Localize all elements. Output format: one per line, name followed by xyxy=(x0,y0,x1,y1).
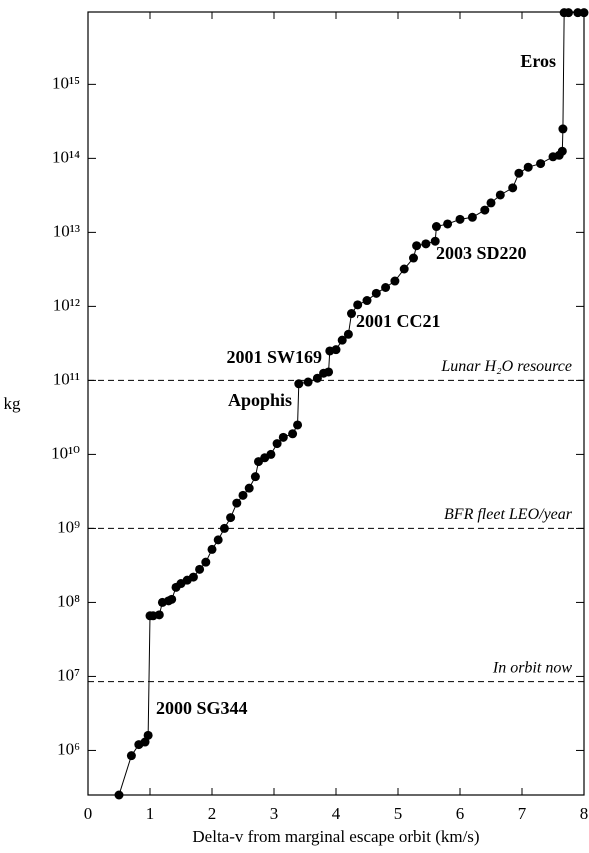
y-tick-label: 10¹² xyxy=(53,295,80,314)
data-point xyxy=(390,276,400,286)
data-point xyxy=(536,159,546,169)
data-point xyxy=(443,219,453,229)
data-point xyxy=(399,264,409,274)
data-point xyxy=(331,345,341,355)
data-point xyxy=(431,222,441,232)
data-point xyxy=(362,296,372,306)
x-tick-label: 3 xyxy=(270,804,279,823)
data-point xyxy=(495,190,505,200)
data-point xyxy=(467,212,477,222)
x-axis-label: Delta-v from marginal escape orbit (km/s… xyxy=(192,827,479,846)
data-point xyxy=(195,564,205,574)
data-point xyxy=(238,490,248,500)
x-tick-label: 7 xyxy=(518,804,527,823)
data-point xyxy=(353,300,363,310)
x-tick-label: 1 xyxy=(146,804,155,823)
data-point xyxy=(114,790,124,800)
data-point xyxy=(140,737,150,747)
reference-label: BFR fleet LEO/year xyxy=(444,506,573,523)
data-point xyxy=(207,544,217,554)
x-tick-label: 4 xyxy=(332,804,341,823)
y-tick-label: 10⁶ xyxy=(57,739,80,758)
y-tick-label: 10¹⁰ xyxy=(51,443,80,462)
data-point xyxy=(294,379,304,389)
data-point xyxy=(266,449,276,459)
data-point xyxy=(573,8,583,18)
y-tick-label: 10⁸ xyxy=(57,591,80,610)
annotation: 2001 CC21 xyxy=(356,311,441,331)
y-tick-label: 10⁹ xyxy=(57,517,80,536)
data-line xyxy=(118,12,584,796)
data-point xyxy=(558,124,568,134)
data-point xyxy=(324,367,334,377)
y-tick-label: 10¹⁵ xyxy=(52,73,80,92)
data-point xyxy=(244,483,254,493)
x-tick-label: 5 xyxy=(394,804,403,823)
data-point xyxy=(288,429,298,439)
data-point xyxy=(272,439,282,449)
data-point xyxy=(508,183,518,193)
reference-label: In orbit now xyxy=(492,659,572,676)
data-point xyxy=(154,610,164,620)
y-tick-label: 10¹³ xyxy=(53,221,80,240)
data-point xyxy=(126,751,136,761)
data-point xyxy=(347,309,356,319)
data-point xyxy=(278,432,288,442)
annotation: 2001 SW169 xyxy=(226,347,322,367)
data-point xyxy=(250,472,260,482)
annotation: 2003 SD220 xyxy=(436,243,527,263)
annotation: Apophis xyxy=(228,390,292,410)
data-point xyxy=(579,8,589,18)
annotation: Eros xyxy=(520,51,556,71)
data-point xyxy=(381,282,391,292)
x-tick-label: 8 xyxy=(580,804,589,823)
data-point xyxy=(312,373,322,383)
data-point xyxy=(523,162,533,172)
y-tick-label: 10⁷ xyxy=(57,665,80,684)
data-point xyxy=(514,168,524,178)
data-point xyxy=(480,205,490,215)
data-point xyxy=(143,730,153,740)
data-point xyxy=(201,557,211,567)
data-point xyxy=(303,377,313,387)
x-tick-label: 2 xyxy=(208,804,217,823)
plot-frame xyxy=(87,11,585,796)
reference-label: Lunar H₂O resource xyxy=(440,358,572,375)
data-point xyxy=(213,535,223,545)
x-tick-label: 0 xyxy=(84,804,93,823)
data-point xyxy=(421,239,431,249)
y-axis-label: kg xyxy=(4,394,22,413)
data-point xyxy=(293,420,303,430)
data-point xyxy=(219,523,229,533)
data-point xyxy=(371,288,381,298)
data-point xyxy=(232,498,242,508)
data-point xyxy=(343,329,353,339)
data-point xyxy=(430,236,440,246)
data-point xyxy=(337,335,347,345)
y-tick-label: 10¹¹ xyxy=(53,369,80,388)
data-point xyxy=(486,198,496,208)
data-point xyxy=(188,572,198,582)
data-point xyxy=(409,253,418,263)
data-point xyxy=(167,594,177,604)
annotation: 2000 SG344 xyxy=(156,698,248,718)
x-tick-label: 6 xyxy=(456,804,465,823)
data-point xyxy=(455,214,465,224)
data-point xyxy=(226,513,236,523)
y-tick-label: 10¹⁴ xyxy=(52,147,80,166)
data-point xyxy=(412,241,422,251)
data-point xyxy=(557,146,567,156)
data-point xyxy=(564,8,573,18)
